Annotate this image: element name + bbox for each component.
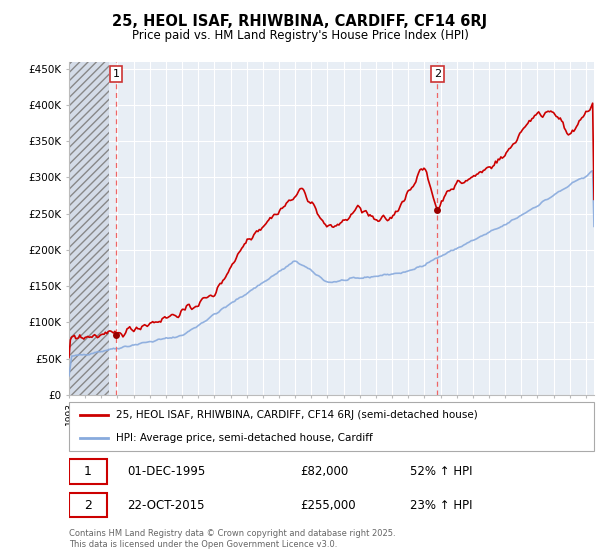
Text: 1: 1 xyxy=(84,465,92,478)
Text: 2: 2 xyxy=(434,69,441,79)
Text: Price paid vs. HM Land Registry's House Price Index (HPI): Price paid vs. HM Land Registry's House … xyxy=(131,29,469,42)
Bar xyxy=(69,62,109,395)
Text: 01-DEC-1995: 01-DEC-1995 xyxy=(127,465,205,478)
Text: 52% ↑ HPI: 52% ↑ HPI xyxy=(410,465,473,478)
Text: 2: 2 xyxy=(84,498,92,512)
Text: 23% ↑ HPI: 23% ↑ HPI xyxy=(410,498,473,512)
Text: HPI: Average price, semi-detached house, Cardiff: HPI: Average price, semi-detached house,… xyxy=(116,433,373,444)
FancyBboxPatch shape xyxy=(69,493,107,517)
Text: 22-OCT-2015: 22-OCT-2015 xyxy=(127,498,204,512)
Text: 25, HEOL ISAF, RHIWBINA, CARDIFF, CF14 6RJ: 25, HEOL ISAF, RHIWBINA, CARDIFF, CF14 6… xyxy=(112,14,488,29)
FancyBboxPatch shape xyxy=(69,459,107,484)
Text: £255,000: £255,000 xyxy=(300,498,356,512)
Text: 1: 1 xyxy=(113,69,119,79)
Text: Contains HM Land Registry data © Crown copyright and database right 2025.
This d: Contains HM Land Registry data © Crown c… xyxy=(69,529,395,549)
Text: 25, HEOL ISAF, RHIWBINA, CARDIFF, CF14 6RJ (semi-detached house): 25, HEOL ISAF, RHIWBINA, CARDIFF, CF14 6… xyxy=(116,410,478,421)
Text: £82,000: £82,000 xyxy=(300,465,348,478)
